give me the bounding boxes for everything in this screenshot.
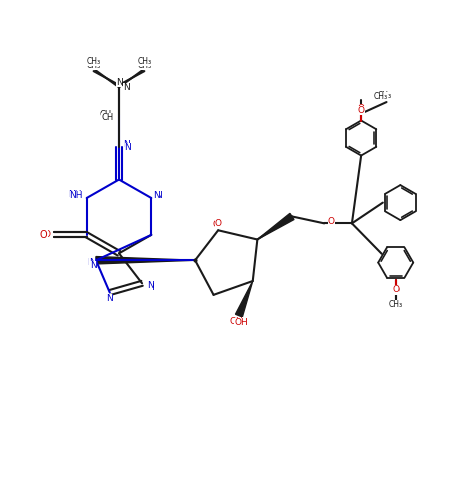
Text: CH₃: CH₃: [87, 57, 100, 67]
Text: O: O: [357, 106, 364, 115]
Text: CH₃: CH₃: [388, 299, 402, 308]
Text: N: N: [146, 283, 153, 292]
Polygon shape: [235, 281, 252, 317]
Text: O: O: [212, 220, 219, 229]
Text: N: N: [89, 258, 95, 267]
Text: O: O: [357, 104, 364, 114]
Text: N: N: [115, 78, 122, 87]
Text: CH₃: CH₃: [87, 61, 100, 70]
Text: N: N: [106, 294, 113, 303]
Text: NH: NH: [69, 191, 83, 200]
Polygon shape: [96, 257, 194, 264]
Text: N: N: [122, 83, 129, 92]
Text: N: N: [123, 140, 130, 149]
Text: N: N: [146, 281, 153, 290]
Text: O: O: [40, 230, 47, 240]
Text: OH: OH: [229, 317, 243, 326]
Text: O: O: [391, 285, 398, 294]
Text: O: O: [391, 286, 398, 295]
Text: NH: NH: [68, 190, 81, 199]
Text: N: N: [155, 191, 162, 200]
Text: N: N: [124, 143, 131, 152]
Text: O: O: [44, 230, 50, 240]
Text: CH₃: CH₃: [373, 92, 388, 101]
Text: CH₃: CH₃: [388, 301, 402, 310]
Text: CH: CH: [101, 113, 113, 122]
Text: O: O: [214, 219, 221, 228]
Text: O: O: [327, 217, 334, 226]
Polygon shape: [257, 213, 294, 240]
Text: CH: CH: [100, 111, 112, 119]
Text: N: N: [153, 191, 160, 200]
Text: N: N: [90, 261, 97, 270]
Text: CH₃: CH₃: [376, 91, 391, 100]
Text: OH: OH: [234, 319, 248, 328]
Text: N: N: [87, 258, 94, 267]
Text: CH₃: CH₃: [137, 61, 151, 70]
Text: CH₃: CH₃: [137, 57, 151, 67]
